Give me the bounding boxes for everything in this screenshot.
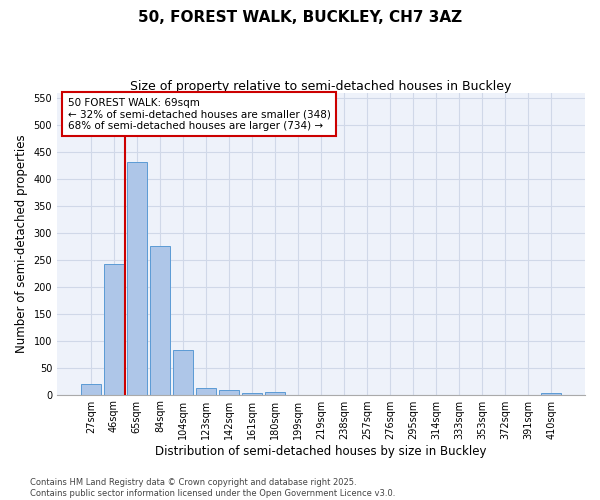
Bar [219, 390, 239, 394]
Bar [541, 393, 561, 394]
X-axis label: Distribution of semi-detached houses by size in Buckley: Distribution of semi-detached houses by … [155, 444, 487, 458]
Y-axis label: Number of semi-detached properties: Number of semi-detached properties [15, 134, 28, 353]
Title: Size of property relative to semi-detached houses in Buckley: Size of property relative to semi-detach… [130, 80, 512, 93]
Bar [150, 246, 170, 394]
Text: 50 FOREST WALK: 69sqm
← 32% of semi-detached houses are smaller (348)
68% of sem: 50 FOREST WALK: 69sqm ← 32% of semi-deta… [68, 98, 331, 130]
Bar [104, 264, 124, 394]
Text: 50, FOREST WALK, BUCKLEY, CH7 3AZ: 50, FOREST WALK, BUCKLEY, CH7 3AZ [138, 10, 462, 25]
Bar [173, 350, 193, 395]
Bar [81, 384, 101, 394]
Bar [265, 392, 285, 394]
Bar [127, 162, 146, 394]
Bar [196, 388, 216, 394]
Text: Contains HM Land Registry data © Crown copyright and database right 2025.
Contai: Contains HM Land Registry data © Crown c… [30, 478, 395, 498]
Bar [242, 393, 262, 394]
